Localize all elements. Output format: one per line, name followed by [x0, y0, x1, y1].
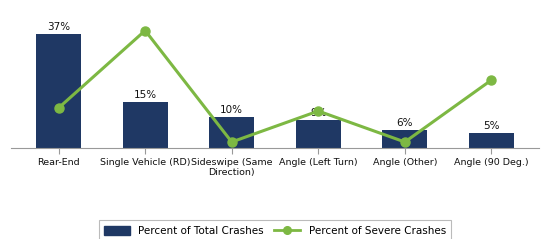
Text: 15%: 15%: [134, 90, 157, 100]
Text: 9%: 9%: [310, 109, 327, 119]
Bar: [123, 102, 168, 148]
Legend: Percent of Total Crashes, Percent of Severe Crashes: Percent of Total Crashes, Percent of Sev…: [99, 220, 451, 239]
Bar: [296, 120, 341, 148]
Text: 10%: 10%: [220, 105, 243, 115]
Bar: [469, 133, 514, 148]
Bar: [382, 130, 427, 148]
Text: 37%: 37%: [47, 22, 70, 32]
Bar: [209, 117, 254, 148]
Bar: [36, 34, 81, 148]
Text: 5%: 5%: [483, 121, 499, 131]
Text: 6%: 6%: [397, 118, 413, 128]
